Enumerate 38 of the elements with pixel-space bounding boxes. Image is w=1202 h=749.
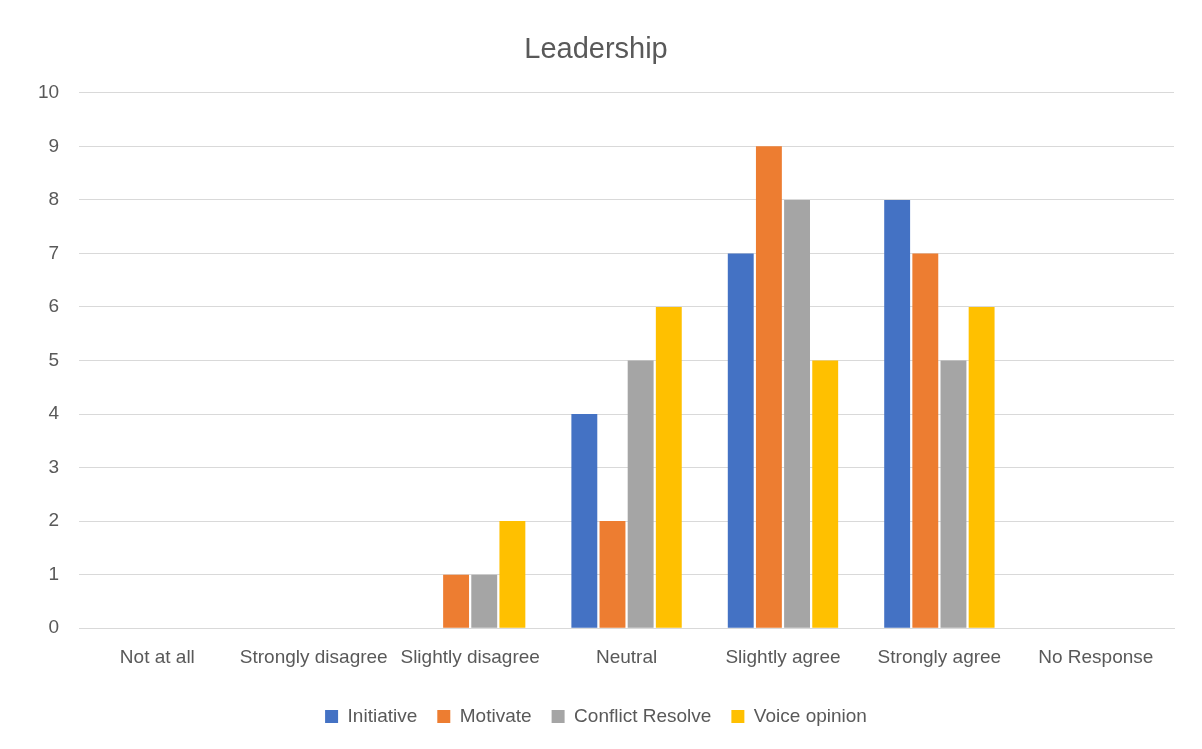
bar xyxy=(655,306,682,628)
bar xyxy=(784,199,810,628)
x-tick-label: No Response xyxy=(1038,645,1154,667)
x-tick-label: Neutral xyxy=(595,645,658,667)
y-tick-label: 5 xyxy=(48,348,60,370)
legend-label: Conflict Resolve xyxy=(574,704,712,726)
bar xyxy=(812,360,839,628)
bar xyxy=(443,574,470,628)
x-tick-label: Not at all xyxy=(119,645,195,667)
y-tick-label: 1 xyxy=(48,562,60,584)
y-tick-label: 0 xyxy=(48,616,60,638)
y-tick-label: 9 xyxy=(48,134,60,156)
y-tick-label: 3 xyxy=(48,455,60,477)
y-tick-label: 10 xyxy=(37,81,60,103)
legend-label: Motivate xyxy=(459,704,532,726)
bar xyxy=(884,199,911,628)
bar xyxy=(499,521,526,628)
bar xyxy=(599,521,626,628)
y-tick-label: 2 xyxy=(48,509,60,531)
bar xyxy=(727,253,754,628)
y-tick-label: 7 xyxy=(48,241,60,263)
y-tick-label: 6 xyxy=(48,295,60,317)
legend-label: Initiative xyxy=(347,704,418,726)
x-tick-label: Slightly agree xyxy=(725,645,841,667)
x-tick-label: Slightly disagree xyxy=(400,645,540,667)
chart-title: Leadership xyxy=(524,32,668,65)
bar xyxy=(912,253,939,628)
y-tick-label: 8 xyxy=(48,188,60,210)
legend-label: Voice opinion xyxy=(753,704,867,726)
bar xyxy=(968,306,995,628)
y-tick-label: 4 xyxy=(48,402,60,424)
x-tick-label: Strongly disagree xyxy=(239,645,388,667)
bar xyxy=(627,360,654,628)
x-tick-label: Strongly agree xyxy=(877,645,1002,667)
bar xyxy=(471,574,498,628)
bar xyxy=(940,360,967,628)
bar xyxy=(571,414,598,628)
bar xyxy=(755,146,782,628)
